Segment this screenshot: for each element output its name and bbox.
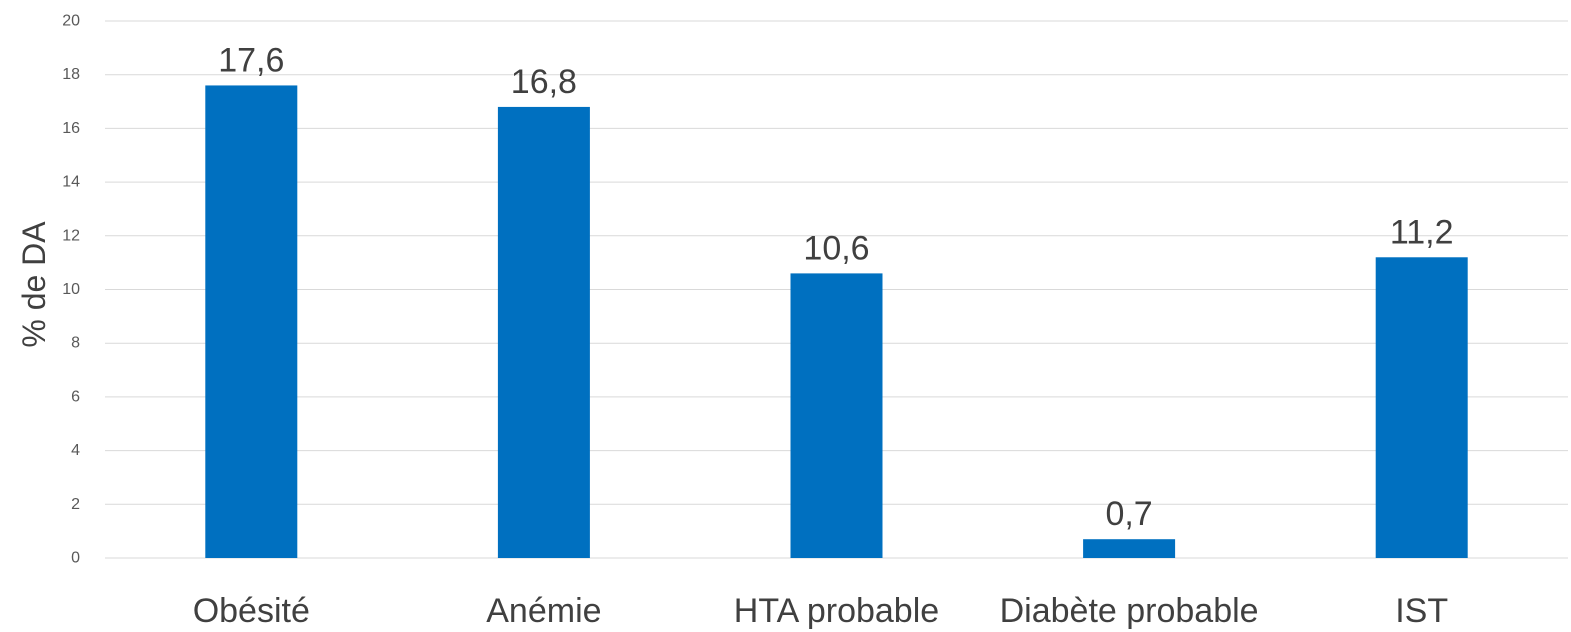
category-label-3: HTA probable <box>734 592 939 630</box>
category-label-4: Diabète probable <box>1000 592 1259 630</box>
y-tick-label: 6 <box>71 388 80 405</box>
y-axis-title: % de DA <box>16 221 52 348</box>
bars <box>205 85 1468 559</box>
bar-1 <box>205 85 298 558</box>
bar-3 <box>790 273 883 558</box>
bar-4 <box>1083 539 1176 558</box>
category-label-2: Anémie <box>486 592 601 630</box>
bar-2 <box>497 106 590 559</box>
data-label-4: 0,7 <box>1105 495 1152 533</box>
x-axis-categories: Obésité Anémie HTA probable Diabète probabl… <box>193 592 1448 630</box>
y-tick-label: 12 <box>62 227 80 244</box>
y-tick-label: 20 <box>62 13 80 30</box>
y-tick-label: 16 <box>62 120 80 137</box>
data-label-3: 10,6 <box>803 229 869 267</box>
data-label-5: 11,2 <box>1390 213 1454 251</box>
data-labels: 17,6 16,8 10,6 0,7 11,2 <box>218 41 1453 533</box>
y-tick-label: 2 <box>71 496 80 513</box>
category-label-1: Obésité <box>193 592 310 630</box>
data-label-1: 17,6 <box>218 41 284 79</box>
y-tick-label: 4 <box>71 442 80 459</box>
y-tick-label: 10 <box>62 281 80 298</box>
y-axis-ticks: 0 2 4 6 8 10 12 14 16 18 20 <box>62 13 80 567</box>
y-tick-label: 18 <box>62 66 80 83</box>
bar-5 <box>1375 257 1468 558</box>
category-label-5: IST <box>1395 592 1448 630</box>
y-tick-label: 8 <box>71 335 80 352</box>
data-label-2: 16,8 <box>511 63 577 101</box>
y-tick-label: 14 <box>62 174 80 191</box>
y-tick-label: 0 <box>71 550 80 567</box>
